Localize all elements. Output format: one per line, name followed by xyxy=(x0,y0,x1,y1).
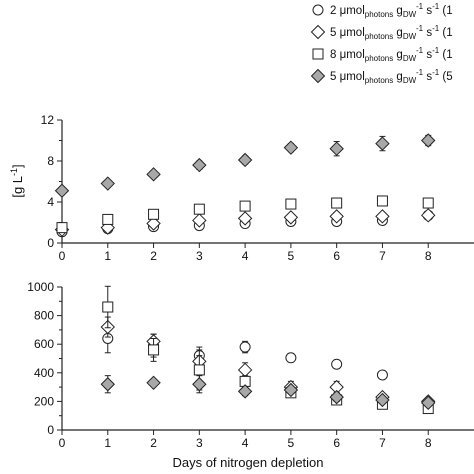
legend-label: 2 μmolphotons gDW-1 s-1 (1 xyxy=(330,2,453,19)
data-point xyxy=(237,211,253,226)
legend-marker xyxy=(312,4,324,16)
data-point xyxy=(193,203,205,215)
legend-entry-3: 8 μmolphotons gDW-1 s-1 (1 xyxy=(312,46,453,63)
data-point xyxy=(148,344,160,356)
data-point xyxy=(56,222,68,234)
x-tick-label: 6 xyxy=(333,436,340,450)
y-tick-label: 800 xyxy=(34,309,54,323)
x-tick-label: 7 xyxy=(379,436,386,450)
x-tick-label: 0 xyxy=(59,249,66,263)
x-tick-label: 2 xyxy=(150,249,157,263)
data-point xyxy=(331,197,343,209)
series-4 xyxy=(54,133,436,198)
x-tick-label: 4 xyxy=(242,249,249,263)
y-tick-label: 4 xyxy=(47,195,54,209)
data-point xyxy=(329,141,344,156)
x-tick-label: 2 xyxy=(150,436,157,450)
bottom-panel: 0 200 400 600 800 1000 0 1 2 3 4 5 6 7 8 xyxy=(27,280,474,450)
legend-marker xyxy=(312,48,324,60)
x-tick-label: 8 xyxy=(425,249,432,263)
data-point xyxy=(329,209,344,224)
y-tick-label: 200 xyxy=(34,394,54,408)
data-point xyxy=(54,183,70,198)
data-point xyxy=(100,377,115,392)
legend-label: 5 μmolphotons gDW-1 s-1 (1 xyxy=(330,24,453,41)
data-point xyxy=(192,213,207,228)
legend-entry-4: 5 μmolphotons gDW-1 s-1 (5 xyxy=(310,68,453,85)
data-point xyxy=(421,208,436,223)
data-point xyxy=(146,167,161,182)
data-point xyxy=(102,213,114,225)
y-tick-label: 8 xyxy=(47,154,54,168)
data-point xyxy=(148,208,160,220)
data-point xyxy=(376,369,388,381)
x-tick-label: 3 xyxy=(196,249,203,263)
x-tick-label: 1 xyxy=(104,436,111,450)
legend-entry-2: 5 μmolphotons gDW-1 s-1 (1 xyxy=(310,24,453,41)
data-point xyxy=(421,395,436,411)
x-tick-label: 4 xyxy=(242,436,249,450)
y-tick-label: 400 xyxy=(34,366,54,380)
data-point xyxy=(375,209,390,224)
data-point xyxy=(192,377,207,392)
data-point xyxy=(237,152,253,168)
data-point xyxy=(285,198,297,210)
legend: 2 μmolphotons gDW-1 s-1 (1 5 μmolphotons … xyxy=(310,2,453,85)
data-point xyxy=(329,389,344,405)
y-tick-label: 0 xyxy=(47,236,54,250)
legend-entry-1: 2 μmolphotons gDW-1 s-1 (1 xyxy=(312,2,453,19)
data-point xyxy=(375,392,390,408)
y-tick-label: 1000 xyxy=(27,280,54,294)
legend-label: 5 μmolphotons gDW-1 s-1 (5 xyxy=(330,68,453,85)
data-point xyxy=(331,358,343,370)
series-2 xyxy=(100,316,436,409)
legend-marker xyxy=(310,68,326,84)
data-point xyxy=(146,375,161,391)
x-tick-label: 7 xyxy=(379,249,386,263)
x-tick-label: 6 xyxy=(333,249,340,263)
x-tick-label: 5 xyxy=(288,436,295,450)
data-point xyxy=(285,352,297,364)
y-tick-label: 0 xyxy=(47,423,54,437)
data-point xyxy=(422,197,434,209)
data-point xyxy=(237,362,253,378)
data-point xyxy=(376,195,388,207)
x-axis-label: Days of nitrogen depletion xyxy=(172,455,323,470)
data-point xyxy=(237,384,253,399)
series-3 xyxy=(56,195,434,234)
x-tick-label: 0 xyxy=(59,436,66,450)
x-tick-label: 8 xyxy=(425,436,432,450)
x-tick-label: 1 xyxy=(104,249,111,263)
data-point xyxy=(375,136,390,151)
data-point xyxy=(283,382,299,398)
data-point xyxy=(100,176,115,191)
data-point xyxy=(283,140,299,155)
x-tick-label: 3 xyxy=(196,436,203,450)
series-4 xyxy=(100,375,436,411)
legend-marker xyxy=(310,24,326,40)
data-point xyxy=(283,210,299,225)
data-point xyxy=(193,364,205,376)
data-point xyxy=(146,216,161,231)
data-point xyxy=(192,157,207,173)
data-point xyxy=(421,133,436,148)
data-point xyxy=(102,301,114,313)
y-tick-label: 600 xyxy=(34,337,54,351)
x-tick-label: 5 xyxy=(288,249,295,263)
legend-label: 8 μmolphotons gDW-1 s-1 (1 xyxy=(330,46,453,63)
data-point xyxy=(239,341,251,353)
data-point xyxy=(239,200,251,212)
y-tick-label: 12 xyxy=(41,113,55,127)
top-y-axis-label: [g L-1] xyxy=(9,164,25,197)
